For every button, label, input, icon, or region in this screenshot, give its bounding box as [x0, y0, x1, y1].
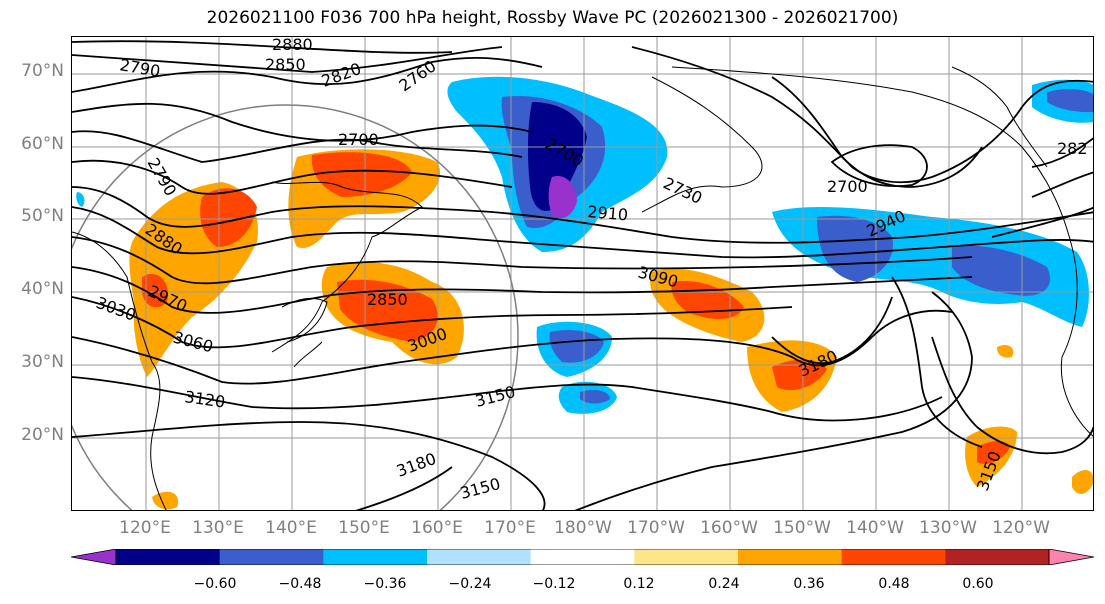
- colorbar-extend-high: [1049, 549, 1094, 565]
- lon-label-180w: 180°W: [554, 518, 612, 538]
- lon-label-170e: 170°E: [484, 518, 536, 538]
- contour-label: 2700: [338, 130, 379, 149]
- lon-label-130w: 130°W: [919, 518, 977, 538]
- lat-label-20n: 20°N: [21, 425, 64, 445]
- colorbar-segment: [530, 549, 635, 565]
- colorbar-tick-label: 0.36: [793, 576, 825, 592]
- map-canvas: 2880 2850 2790 2820 2760 2700 2790 2880 …: [72, 37, 1093, 510]
- colorbar: [71, 549, 1094, 565]
- lon-label-120w: 120°W: [992, 518, 1050, 538]
- contour-label: 3060: [171, 328, 215, 357]
- lon-label-140w: 140°W: [846, 518, 904, 538]
- lat-label-60n: 60°N: [21, 134, 64, 154]
- colorbar-tick-label: −0.24: [448, 576, 492, 592]
- colorbar-tick-label: −0.60: [193, 576, 237, 592]
- contour-label: 2790: [118, 55, 161, 81]
- colorbar-extend-low: [71, 549, 116, 565]
- contour-label: 282: [1057, 139, 1088, 158]
- colorbar-segment: [738, 549, 843, 565]
- contour-label: 2730: [660, 173, 705, 207]
- contour-label: 2790: [144, 155, 181, 200]
- lon-label-120e: 120°E: [119, 518, 171, 538]
- lat-label-40n: 40°N: [21, 279, 64, 299]
- colorbar-segment: [634, 549, 739, 565]
- contour-label: 3180: [394, 449, 439, 481]
- lat-label-50n: 50°N: [21, 206, 64, 226]
- graticule: [72, 37, 1093, 510]
- contour-label: 2910: [587, 202, 629, 224]
- map-panel: 2880 2850 2790 2820 2760 2700 2790 2880 …: [71, 36, 1094, 511]
- colorbar-tick-label: 0.12: [623, 576, 655, 592]
- contour-label: 3150: [458, 474, 502, 503]
- contour-label: 2880: [272, 37, 313, 54]
- lon-label-160e: 160°E: [411, 518, 463, 538]
- lat-label-70n: 70°N: [21, 61, 64, 81]
- colorbar-tick-label: −0.48: [278, 576, 322, 592]
- colorbar-segment: [427, 549, 532, 565]
- lon-label-150e: 150°E: [338, 518, 390, 538]
- range-circle: [72, 104, 519, 510]
- colorbar-segment: [841, 549, 946, 565]
- lon-label-170w: 170°W: [627, 518, 685, 538]
- colorbar-tick-label: 0.24: [708, 576, 740, 592]
- contour-label: 2820: [319, 59, 364, 91]
- colorbar-tick-label: −0.36: [363, 576, 407, 592]
- contour-label: 2850: [367, 290, 408, 309]
- lon-label-130e: 130°E: [192, 518, 244, 538]
- colorbar-segment: [945, 549, 1050, 565]
- colorbar-segment: [219, 549, 324, 565]
- map-title: 2026021100 F036 700 hPa height, Rossby W…: [206, 8, 899, 28]
- contour-label: 2700: [827, 177, 868, 196]
- colorbar-tick-label: 0.48: [878, 576, 910, 592]
- colorbar-segment: [116, 549, 221, 565]
- contour-label: 3120: [183, 387, 226, 411]
- lat-label-30n: 30°N: [21, 352, 64, 372]
- lon-label-140e: 140°E: [265, 518, 317, 538]
- negative-anomaly-fill: [76, 76, 1093, 414]
- contour-label: 2850: [265, 55, 306, 74]
- lon-label-150w: 150°W: [773, 518, 831, 538]
- colorbar-tick-label: −0.12: [532, 576, 576, 592]
- lon-label-160w: 160°W: [700, 518, 758, 538]
- colorbar-segment: [323, 549, 428, 565]
- colorbar-tick-label: 0.60: [962, 576, 994, 592]
- height-contours: [72, 40, 1093, 510]
